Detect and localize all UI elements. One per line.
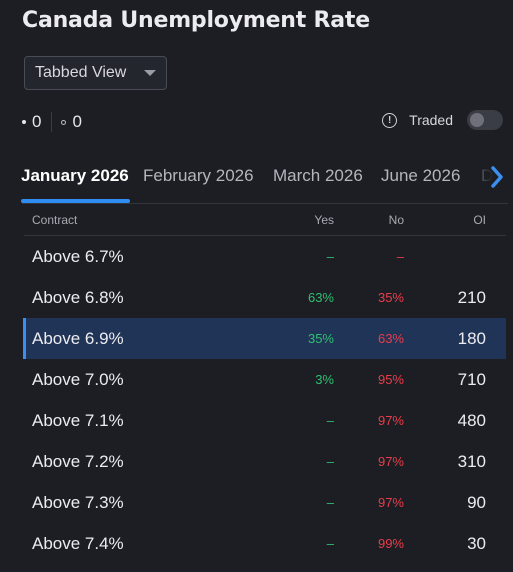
table-row[interactable]: Above 6.8% 63% 35% 210 [24, 277, 506, 318]
yes-price-cell[interactable]: – [326, 536, 334, 551]
table-row[interactable]: Above 6.7% – – [24, 236, 506, 277]
open-interest-cell: 710 [457, 369, 486, 389]
header-contract: Contract [32, 213, 78, 227]
open-interest-cell: 180 [457, 328, 486, 348]
yes-price-cell[interactable]: 63% [307, 290, 334, 305]
yes-price-cell[interactable]: 3% [315, 372, 334, 387]
no-price-cell[interactable]: 35% [377, 290, 404, 305]
table-row[interactable]: Above 7.1% – 97% 480 [24, 400, 506, 441]
contract-cell: Above 7.1% [32, 410, 124, 430]
no-price-cell[interactable]: 99% [377, 536, 404, 551]
contract-cell: Above 6.7% [32, 246, 124, 266]
filled-dot-icon [22, 120, 26, 124]
view-mode-dropdown[interactable]: Tabbed View [24, 56, 167, 90]
contract-cell: Above 7.4% [32, 533, 124, 553]
tab-march-2026[interactable]: March 2026 [273, 166, 363, 185]
table-row[interactable]: Above 7.4% – 99% 30 [24, 523, 506, 564]
tab-february-2026[interactable]: February 2026 [143, 166, 254, 185]
header-no: No [388, 213, 404, 227]
header-yes: Yes [314, 213, 334, 227]
contract-cell: Above 7.0% [32, 369, 124, 389]
table-row[interactable]: Above 7.2% – 97% 310 [24, 441, 506, 482]
active-tab-indicator [21, 199, 130, 203]
chevron-right-icon [490, 166, 503, 188]
open-interest-cell: 310 [457, 451, 486, 471]
open-interest-cell: 30 [467, 533, 486, 553]
tabs-divider [22, 203, 508, 204]
info-icon[interactable]: ! [382, 112, 398, 128]
contract-cell: Above 6.9% [32, 328, 124, 348]
toggle-knob [470, 113, 484, 127]
traded-toggle[interactable] [467, 110, 503, 130]
counter-divider [51, 112, 53, 132]
header-oi: OI [473, 213, 486, 227]
next-tabs-button[interactable] [480, 160, 513, 194]
hollow-dot-icon [61, 119, 67, 125]
yes-price-cell[interactable]: – [326, 413, 334, 428]
yes-price-cell[interactable]: – [326, 495, 334, 510]
page-title: Canada Unemployment Rate [22, 8, 370, 33]
position-counters: 0 0 [22, 112, 82, 132]
no-price-cell[interactable]: 97% [377, 454, 404, 469]
yes-price-cell[interactable]: 35% [307, 331, 334, 346]
no-price-cell[interactable]: 97% [377, 495, 404, 510]
tab-june-2026[interactable]: June 2026 [381, 166, 461, 185]
no-price-cell[interactable]: 63% [377, 331, 404, 346]
yes-price-cell[interactable]: – [326, 454, 334, 469]
no-price-cell[interactable]: 97% [377, 413, 404, 428]
caret-down-icon [144, 70, 156, 76]
table-row[interactable]: Above 7.3% – 97% 90 [24, 482, 506, 523]
traded-label: Traded [409, 112, 453, 128]
table-row[interactable]: Above 7.0% 3% 95% 710 [24, 359, 506, 400]
open-interest-cell: 480 [457, 410, 486, 430]
tab-january-2026[interactable]: January 2026 [21, 166, 129, 185]
contract-cell: Above 7.3% [32, 492, 124, 512]
contract-cell: Above 7.2% [32, 451, 124, 471]
view-mode-value: Tabbed View [35, 64, 127, 81]
counter-first: 0 [32, 112, 42, 131]
no-price-cell[interactable]: 95% [377, 372, 404, 387]
open-interest-cell: 210 [457, 287, 486, 307]
traded-filter: ! Traded [382, 109, 503, 131]
counter-second: 0 [72, 112, 82, 131]
table-body: Above 6.7% – – Above 6.8% 63% 35% 210 Above 6.9… [23, 236, 506, 564]
yes-price-cell[interactable]: – [326, 249, 334, 264]
table-row[interactable]: Above 6.9% 35% 63% 180 [23, 318, 506, 359]
contracts-table: Contract Yes No OI Above 6.7% – – Above 6.8… [23, 205, 506, 564]
contract-cell: Above 6.8% [32, 287, 124, 307]
month-tabs: January 2026 February 2026 March 2026 Ju… [0, 160, 513, 205]
no-price-cell[interactable]: – [396, 249, 404, 264]
table-header: Contract Yes No OI [24, 205, 506, 236]
open-interest-cell: 90 [467, 492, 486, 512]
